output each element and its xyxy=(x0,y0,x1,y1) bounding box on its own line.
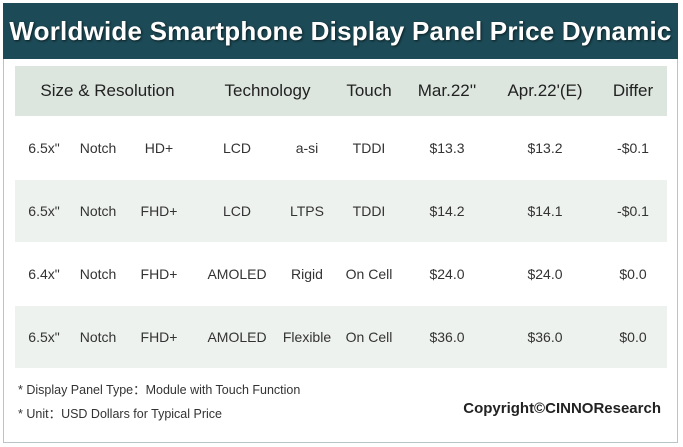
cell-apr-price: $36.0 xyxy=(527,329,563,345)
cell-mar-price: $13.3 xyxy=(429,140,465,156)
title-bar: Worldwide Smartphone Display Panel Price… xyxy=(3,3,678,59)
cell-backplane: a-si xyxy=(295,140,319,156)
cell-notch: Notch xyxy=(79,266,117,282)
table-header-row: Size & Resolution Technology Touch Mar.2… xyxy=(15,66,667,116)
cell-touch: TDDI xyxy=(352,203,386,219)
cell-differ: -$0.1 xyxy=(617,140,649,156)
cell-resolution: FHD+ xyxy=(140,329,178,345)
cell-apr-price: $24.0 xyxy=(527,266,563,282)
table-row: 6.5x" Notch FHD+ AMOLED Flexible On Cell… xyxy=(15,305,667,368)
cell-backplane: LTPS xyxy=(290,203,324,219)
cell-touch: On Cell xyxy=(345,329,393,345)
cell-notch: Notch xyxy=(79,140,117,156)
cell-resolution: FHD+ xyxy=(140,203,178,219)
copyright-notice: Copyright©CINNOResearch xyxy=(463,400,661,417)
page-title: Worldwide Smartphone Display Panel Price… xyxy=(9,15,672,46)
cell-size: 6.5x" xyxy=(28,329,60,345)
cell-technology: LCD xyxy=(222,140,251,156)
header-mar: Mar.22'' xyxy=(417,81,477,100)
cell-backplane: Rigid xyxy=(291,266,323,282)
price-table: Size & Resolution Technology Touch Mar.2… xyxy=(15,66,667,368)
cell-differ: -$0.1 xyxy=(617,203,649,219)
cell-notch: Notch xyxy=(79,329,117,345)
table-row: 6.5x" Notch FHD+ LCD LTPS TDDI $14.2 $14… xyxy=(15,179,667,242)
cell-technology: AMOLED xyxy=(207,266,267,282)
cell-technology: AMOLED xyxy=(207,329,267,345)
table-row: 6.5x" Notch HD+ LCD a-si TDDI $13.3 $13.… xyxy=(15,116,667,179)
header-size-resolution: Size & Resolution xyxy=(40,81,175,100)
cell-backplane: Flexible xyxy=(282,329,332,345)
cell-notch: Notch xyxy=(79,203,117,219)
cell-mar-price: $14.2 xyxy=(429,203,465,219)
header-differ: Differ xyxy=(612,81,654,100)
header-technology: Technology xyxy=(224,81,311,100)
cell-mar-price: $24.0 xyxy=(429,266,465,282)
cell-apr-price: $13.2 xyxy=(527,140,563,156)
cell-size: 6.5x" xyxy=(28,140,60,156)
cell-apr-price: $14.1 xyxy=(527,203,563,219)
cell-differ: $0.0 xyxy=(619,266,647,282)
cell-touch: On Cell xyxy=(345,266,393,282)
cell-touch: TDDI xyxy=(352,140,386,156)
footnote-panel-type: * Display Panel Type：Module with Touch F… xyxy=(18,383,301,397)
cell-technology: LCD xyxy=(222,203,251,219)
header-apr: Apr.22'(E) xyxy=(507,81,583,100)
footnote-unit: * Unit：USD Dollars for Typical Price xyxy=(18,407,222,421)
cell-differ: $0.0 xyxy=(619,329,647,345)
table-row: 6.4x" Notch FHD+ AMOLED Rigid On Cell $2… xyxy=(15,242,667,305)
cell-mar-price: $36.0 xyxy=(429,329,465,345)
header-touch: Touch xyxy=(346,81,392,100)
cell-resolution: FHD+ xyxy=(140,266,178,282)
cell-resolution: HD+ xyxy=(144,140,174,156)
cell-size: 6.4x" xyxy=(28,266,60,282)
cell-size: 6.5x" xyxy=(28,203,60,219)
